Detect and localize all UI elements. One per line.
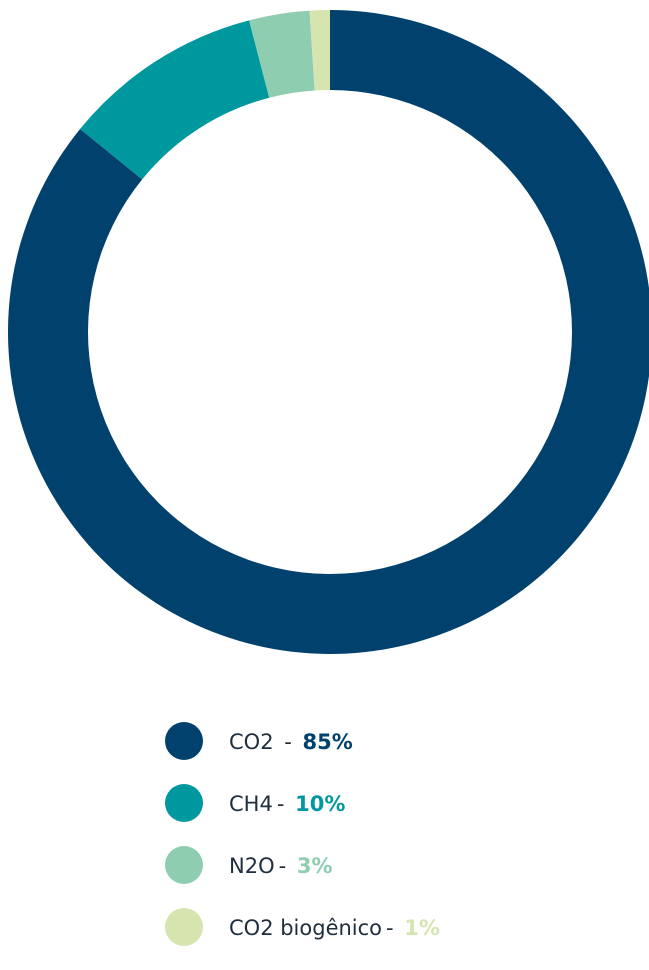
legend-label-co2: CO2	[229, 730, 274, 754]
legend-separator: -	[386, 916, 401, 940]
legend-label-ch4: CH4	[229, 792, 273, 816]
chart-legend: CO2 - 85% CH4- 10% N2O - 3% CO2 biogênico…	[165, 722, 625, 970]
legend-percent-ch4: 10%	[295, 792, 346, 816]
legend-swatch-n2o	[165, 846, 203, 884]
legend-percent-n2o: 3%	[296, 854, 333, 878]
legend-separator: -	[278, 854, 293, 878]
legend-separator: -	[277, 730, 299, 754]
legend-percent-co2: 85%	[302, 730, 353, 754]
legend-percent-co2-biogenico: 1%	[404, 916, 440, 940]
legend-label-n2o: N2O	[229, 854, 275, 878]
legend-swatch-co2	[165, 722, 203, 760]
legend-swatch-co2-biogenico	[165, 908, 203, 946]
donut-slice-ch4	[80, 20, 270, 180]
legend-separator: -	[276, 792, 292, 816]
legend-item-ch4: CH4- 10%	[165, 784, 625, 824]
legend-item-n2o: N2O - 3%	[165, 846, 625, 886]
donut-slice-n2o	[249, 10, 315, 98]
donut-slice-co2-biogenico	[309, 10, 330, 91]
legend-label-co2-biogenico: CO2 biogênico	[229, 916, 383, 940]
legend-swatch-ch4	[165, 784, 203, 822]
donut-chart	[8, 10, 649, 654]
legend-item-co2: CO2 - 85%	[165, 722, 625, 762]
legend-item-co2-biogenico: CO2 biogênico - 1%	[165, 908, 625, 948]
